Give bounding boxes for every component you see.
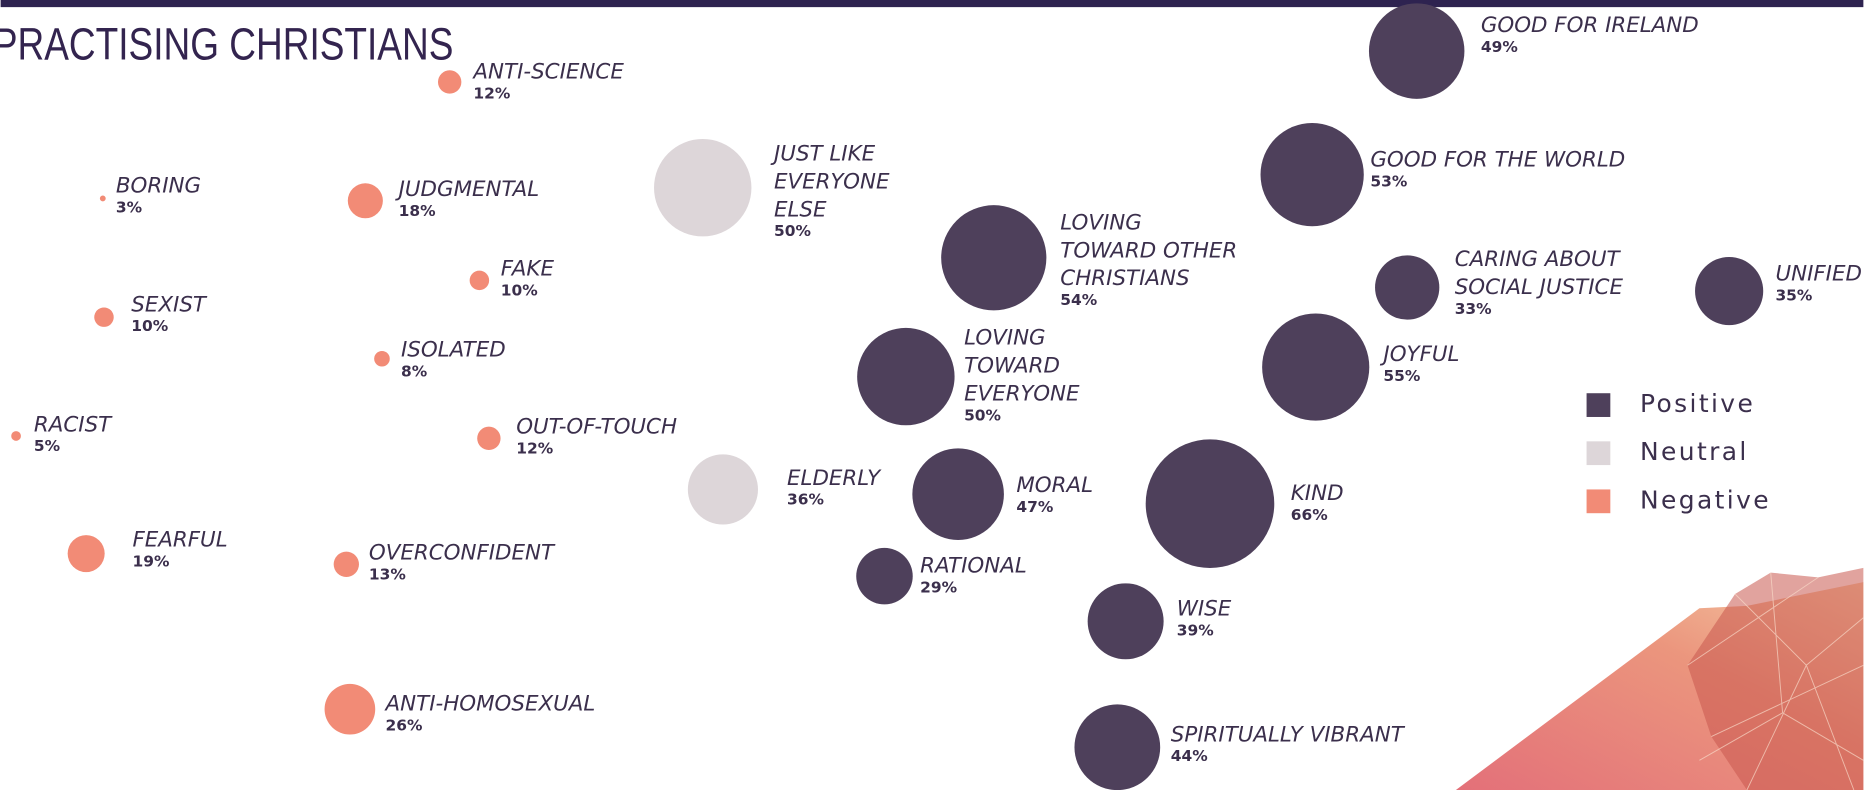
legend: Positive Neutral Negative (1586, 389, 1771, 514)
bubble-label: ANTI-SCIENCE (471, 59, 624, 84)
value-label: 50% (774, 222, 811, 240)
bubble-label: JUDGMENTAL (395, 177, 540, 202)
bubble (856, 547, 913, 605)
value-label: 29% (920, 579, 957, 597)
value-label: 53% (1370, 172, 1407, 190)
bubble (857, 327, 955, 426)
top-band (0, 0, 1864, 8)
bubble (1695, 256, 1764, 326)
bubble (94, 307, 114, 327)
bubble (1375, 255, 1440, 320)
value-label: 35% (1775, 286, 1812, 304)
value-label: 5% (34, 437, 60, 455)
bubble (1087, 583, 1164, 660)
value-label: 26% (386, 716, 423, 734)
value-label: 12% (473, 84, 510, 102)
legend-swatch (1586, 393, 1611, 417)
value-label: 8% (401, 362, 427, 380)
value-label: 39% (1177, 621, 1214, 639)
bubble-label: JUST LIKE EVERYONE ELSE (770, 141, 896, 222)
bubble (1368, 3, 1465, 99)
value-label: 18% (399, 202, 436, 220)
bubble (1145, 439, 1275, 568)
bubble (374, 350, 390, 367)
value-label: 54% (1060, 291, 1097, 309)
bubble-label: BORING (116, 174, 201, 199)
bubble-label: LOVING TOWARD EVERYONE (964, 326, 1080, 407)
bubble-label: LOVING TOWARD OTHER CHRISTIANS (1060, 210, 1244, 291)
bubble (687, 454, 758, 525)
bubble-label: FAKE (501, 257, 555, 282)
bubble (654, 138, 752, 237)
bubble-label: SPIRITUALLY VIBRANT (1171, 722, 1406, 747)
value-label: 50% (964, 406, 1001, 424)
bubble (67, 535, 105, 573)
bubble-label: GOOD FOR IRELAND (1481, 13, 1699, 38)
bubble-label: FEARFUL (132, 528, 227, 553)
value-label: 49% (1481, 38, 1518, 56)
value-label: 44% (1171, 747, 1208, 765)
value-label: 10% (501, 282, 538, 300)
bubble-label: JOYFUL (1379, 342, 1459, 367)
legend-label: Neutral (1640, 437, 1749, 466)
bubble-label: WISE (1177, 596, 1232, 621)
value-label: 55% (1383, 367, 1420, 385)
bubble (941, 205, 1047, 311)
bubble (912, 448, 1004, 540)
legend-swatch (1586, 489, 1611, 514)
bubble (333, 551, 359, 577)
bubble-label: SEXIST (131, 292, 208, 317)
bubble-label: CARING ABOUT SOCIAL JUSTICE (1455, 247, 1627, 300)
value-label: 66% (1291, 506, 1328, 524)
map-decoration (1455, 567, 1864, 790)
bubble-label: RACIST (34, 412, 113, 437)
bubble-label: UNIFIED (1775, 261, 1862, 286)
bubble (1262, 313, 1370, 421)
bubble-label: RATIONAL (920, 554, 1027, 579)
value-label: 47% (1016, 498, 1053, 516)
bubble-label: ANTI-HOMOSEXUAL (384, 691, 596, 716)
legend-label: Negative (1640, 485, 1771, 514)
value-label: 33% (1455, 300, 1492, 318)
value-label: 19% (132, 552, 169, 570)
bubble (1260, 123, 1364, 227)
legend-label: Positive (1640, 389, 1755, 418)
bubble (437, 70, 462, 94)
bubble-label: OVERCONFIDENT (369, 541, 556, 566)
bubble (324, 683, 376, 735)
bubble-label: KIND (1291, 481, 1344, 506)
bubble-label: GOOD FOR THE WORLD (1370, 147, 1625, 172)
chart-title: PRACTISING CHRISTIANS (0, 19, 453, 69)
bubble (347, 183, 383, 219)
bubble-label: MORAL (1016, 473, 1093, 498)
value-label: 36% (787, 491, 824, 509)
bubble-label: OUT-OF-TOUCH (516, 415, 677, 440)
value-label: 3% (116, 198, 142, 216)
bubble-label: ISOLATED (401, 337, 506, 362)
bubble (1074, 704, 1161, 790)
bubble (477, 426, 501, 451)
bubble (11, 431, 21, 441)
bubble (99, 195, 106, 202)
bubble-label: ELDERLY (787, 466, 882, 491)
value-label: 10% (131, 317, 168, 335)
value-label: 12% (516, 440, 553, 458)
legend-swatch (1586, 441, 1611, 466)
value-label: 13% (369, 565, 406, 583)
bubble (469, 270, 490, 291)
